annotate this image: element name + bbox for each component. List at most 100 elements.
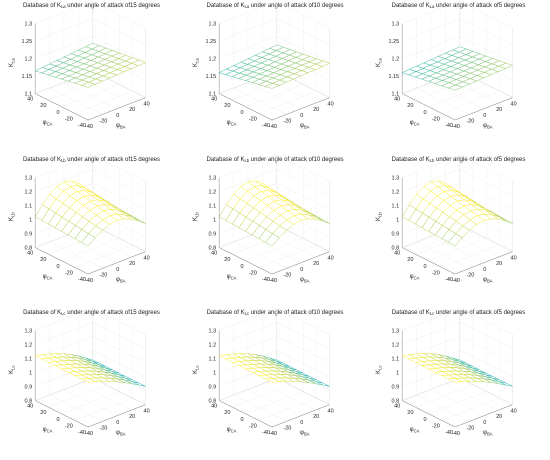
z-axis-label: KLb	[376, 211, 383, 220]
surface-cell	[80, 378, 97, 383]
y-axis-label-main: φ	[43, 273, 47, 279]
z-tick-label: 1.3	[392, 21, 400, 27]
chart-title-suffix: under angle of attack of10 degrees	[249, 156, 344, 163]
chart-title-subscript: La	[429, 4, 435, 9]
y-tick-label: 20	[407, 410, 413, 416]
z-axis-label: KLb	[193, 211, 200, 220]
chart-title: Database of KLa under angle of attack of…	[0, 3, 183, 9]
chart-title-suffix: under angle of attack of5 degrees	[434, 310, 526, 316]
z-tick-label: 1	[396, 217, 399, 223]
z-gridline	[459, 308, 513, 335]
y-tick-label: 0	[424, 110, 427, 116]
y-axis-label-sub: CA	[47, 428, 53, 433]
y-axis-label-sub: CA	[230, 121, 236, 126]
z-tick-label: 1.25	[205, 39, 216, 45]
z-tick-label: 1.3	[392, 328, 400, 334]
x-tick-label: 20	[313, 414, 319, 420]
z-tick-label: 1.3	[208, 21, 216, 27]
x-tick-label: 20	[129, 261, 135, 267]
z-axis-label: KLa	[376, 58, 383, 67]
z-axis-label-main: K	[193, 216, 199, 220]
y-tick-label: 0	[424, 417, 427, 423]
z-tick-label: 1.2	[25, 56, 33, 62]
z-tick-label: 1.1	[208, 91, 216, 97]
z-tick-label: 1	[29, 370, 32, 376]
y-gridline	[87, 250, 146, 274]
z-axis-label: KLa	[9, 58, 16, 67]
y-tick-label: 40	[211, 250, 217, 256]
y-tick-label: 0	[57, 263, 60, 269]
chart-title-subscript: Lb	[429, 157, 435, 163]
x-tick-label: -40	[452, 124, 460, 130]
chart-title-subscript: Lc	[429, 311, 435, 316]
chart-title: Database of KLb under angle of attack of…	[367, 157, 550, 163]
x-axis-label: φBA	[483, 430, 493, 437]
z-axis-label: KLc	[193, 365, 200, 373]
y-tick-label: 20	[224, 103, 230, 109]
y-gridline	[271, 97, 330, 121]
z-axis-label-sub: La	[11, 58, 16, 63]
y-tick-label: -40	[445, 430, 453, 436]
y-axis-label: φCA	[43, 120, 53, 127]
y-gridline	[48, 384, 107, 408]
y-tick-label: -40	[78, 123, 86, 129]
surface-mesh	[34, 353, 146, 387]
chart-title-prefix: Database of K	[22, 156, 61, 163]
x-tick-label: 20	[496, 261, 502, 267]
z-tick-label: 0.9	[25, 384, 33, 390]
z-tick-label: 0.9	[208, 384, 216, 390]
z-axis-label-sub: Lc	[11, 365, 16, 369]
chart-title-suffix: under angle of attack of10 degrees	[249, 3, 344, 9]
y-gridline	[428, 84, 487, 107]
y-gridline	[428, 391, 487, 414]
z-axis-label-main: K	[376, 63, 382, 67]
y-tick-label: 20	[40, 410, 46, 416]
chart-title-suffix: under angle of attack of15 degrees	[65, 156, 161, 163]
x-tick-label: -40	[452, 278, 460, 284]
x-tick-label: 20	[313, 107, 319, 113]
surface-plot-svg: 0.80.911.11.21.3-40-2002040-40-2002040KL…	[9, 154, 150, 284]
y-axis-label-sub: CA	[414, 275, 420, 280]
y-tick-label: 40	[211, 404, 217, 410]
x-tick-label: 0	[483, 420, 486, 426]
z-gridline	[35, 308, 93, 331]
x-tick-label: 20	[496, 107, 502, 113]
x-tick-label: -40	[85, 278, 93, 284]
z-tick-label: 1.1	[208, 356, 216, 362]
z-axis-label-sub: Lb	[194, 211, 199, 216]
surface-cell	[448, 232, 463, 246]
y-tick-label: 0	[57, 110, 60, 116]
y-gridline	[441, 397, 500, 421]
z-gridline	[276, 308, 330, 335]
y-gridline	[231, 384, 290, 408]
z-tick-label: 1.1	[392, 356, 400, 362]
x-tick-label: -20	[466, 425, 474, 431]
z-axis-label: KLc	[376, 365, 383, 373]
z-gridline	[459, 154, 513, 182]
x-axis-label-sub: BA	[120, 431, 126, 436]
x-axis-label: φBA	[483, 123, 493, 130]
x-tick-label: 40	[511, 255, 517, 261]
x-axis-label-main: φ	[116, 276, 120, 282]
y-tick-label: 0	[424, 263, 427, 269]
y-axis-label: φCA	[410, 120, 420, 127]
x-tick-label: -20	[99, 425, 107, 431]
y-axis-label: φCA	[43, 273, 53, 280]
y-tick-label: -40	[262, 123, 270, 129]
z-tick-label: 1	[29, 217, 32, 223]
x-tick-label: -40	[85, 124, 93, 130]
y-axis-label: φCA	[226, 273, 236, 280]
z-tick-label: 1.3	[25, 328, 33, 334]
z-axis-label-main: K	[9, 63, 15, 67]
y-tick-label: -20	[65, 116, 73, 122]
z-gridline	[92, 308, 146, 335]
y-axis-label-sub: CA	[414, 121, 420, 126]
y-axis-label-main: φ	[226, 120, 230, 126]
x-axis-label-sub: BA	[303, 431, 309, 436]
z-tick-label: 1.25	[21, 39, 32, 45]
chart-title-prefix: Database of K	[391, 3, 430, 9]
z-tick-label: 1.3	[25, 175, 33, 181]
y-tick-label: 40	[211, 97, 217, 103]
y-tick-label: 40	[27, 404, 33, 410]
